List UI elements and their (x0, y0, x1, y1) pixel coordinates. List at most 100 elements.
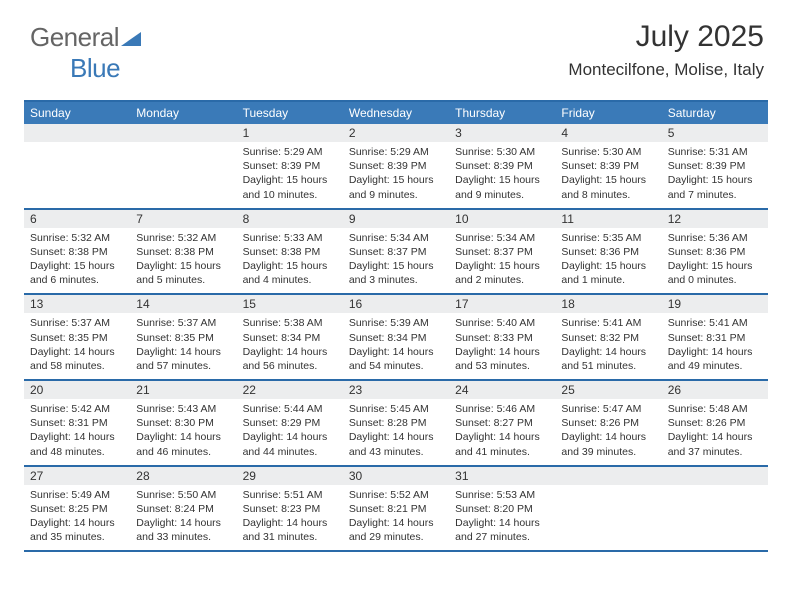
day-number: 10 (449, 210, 555, 228)
day-details: Sunrise: 5:44 AM Sunset: 8:29 PM Daylight:… (237, 399, 343, 465)
day-number: 8 (237, 210, 343, 228)
daylight-line: Daylight: 14 hours and 58 minutes. (30, 346, 115, 372)
day-cell: 25Sunrise: 5:47 AMSunset: 8:26 PMDayligh… (555, 381, 661, 465)
day-details: Sunrise: 5:31 AMSunset: 8:39 PMDaylight:… (662, 142, 768, 208)
day-details: Sunrise: 5:36 AMSunset: 8:36 PMDaylight:… (662, 228, 768, 294)
sunset-line: Sunset: 8:36 PM (668, 246, 746, 258)
daylight-line: Daylight: 14 hours and 44 minutes. (243, 431, 328, 457)
day-details: Sunrise: 5:46 AMSunset: 8:27 PMDaylight:… (449, 399, 555, 465)
sunset-line: Sunset: 8:34 PM (243, 332, 321, 344)
sunset-line: Sunset: 8:39 PM (561, 160, 639, 172)
day-number: 14 (130, 295, 236, 313)
day-cell: 12Sunrise: 5:36 AMSunset: 8:36 PMDayligh… (662, 210, 768, 294)
day-details: Sunrise: 5:37 AMSunset: 8:35 PMDaylight:… (130, 313, 236, 379)
day-header-row: SundayMondayTuesdayWednesdayThursdayFrid… (24, 102, 768, 124)
sunset-line: Sunset: 8:29 PM (243, 417, 321, 429)
day-number: 7 (130, 210, 236, 228)
day-header: Monday (130, 102, 236, 124)
day-details: Sunrise: 5:29 AMSunset: 8:39 PMDaylight:… (343, 142, 449, 208)
sunrise-line: Sunrise: 5:30 AM (455, 146, 535, 158)
sunrise-line: Sunrise: 5:49 AM (30, 489, 110, 501)
sunset-line: Sunset: 8:38 PM (30, 246, 108, 258)
day-details: Sunrise: 5:45 AMSunset: 8:28 PMDaylight:… (343, 399, 449, 465)
day-cell: 9Sunrise: 5:34 AMSunset: 8:37 PMDaylight… (343, 210, 449, 294)
day-number: 30 (343, 467, 449, 485)
week-row: 6 Sunrise: 5:32 AM Sunset: 8:38 PM Daylight… (24, 210, 768, 296)
day-cell: 16Sunrise: 5:39 AMSunset: 8:34 PMDayligh… (343, 295, 449, 379)
day-number: 6 (24, 210, 130, 228)
day-header: Wednesday (343, 102, 449, 124)
day-details: Sunrise: 5:43 AMSunset: 8:30 PMDaylight:… (130, 399, 236, 465)
day-cell: 29Sunrise: 5:51 AMSunset: 8:23 PMDayligh… (237, 467, 343, 551)
day-number: 4 (555, 124, 661, 142)
sunrise-line: Sunrise: 5:46 AM (455, 403, 535, 415)
calendar: SundayMondayTuesdayWednesdayThursdayFrid… (24, 100, 768, 552)
day-details (130, 142, 236, 200)
day-details: Sunrise: 5:42 AMSunset: 8:31 PMDaylight:… (24, 399, 130, 465)
day-details: Sunrise: 5:53 AMSunset: 8:20 PMDaylight:… (449, 485, 555, 551)
sunset-line: Sunset: 8:20 PM (455, 503, 533, 515)
day-number: 2 (343, 124, 449, 142)
day-cell: 26Sunrise: 5:48 AMSunset: 8:26 PMDayligh… (662, 381, 768, 465)
day-header: Tuesday (237, 102, 343, 124)
day-details: Sunrise: 5:37 AMSunset: 8:35 PMDaylight:… (24, 313, 130, 379)
sunset-line: Sunset: 8:26 PM (561, 417, 639, 429)
daylight-line: Daylight: 14 hours and 56 minutes. (243, 346, 328, 372)
logo-triangle-icon (121, 22, 141, 53)
sunset-line: Sunset: 8:21 PM (349, 503, 427, 515)
sunrise-line: Sunrise: 5:31 AM (668, 146, 748, 158)
day-number: 5 (662, 124, 768, 142)
day-number: 24 (449, 381, 555, 399)
sunrise-line: Sunrise: 5:35 AM (561, 232, 641, 244)
sunrise-line: Sunrise: 5:34 AM (349, 232, 429, 244)
sunrise-line: Sunrise: 5:47 AM (561, 403, 641, 415)
day-header: Sunday (24, 102, 130, 124)
sunset-line: Sunset: 8:39 PM (349, 160, 427, 172)
sunset-line: Sunset: 8:23 PM (243, 503, 321, 515)
day-details: Sunrise: 5:40 AMSunset: 8:33 PMDaylight:… (449, 313, 555, 379)
daylight-line: Daylight: 14 hours and 57 minutes. (136, 346, 221, 372)
daylight-line: Daylight: 15 hours and 0 minutes. (668, 260, 753, 286)
day-header: Saturday (662, 102, 768, 124)
sunset-line: Sunset: 8:35 PM (136, 332, 214, 344)
daylight-line: Daylight: 14 hours and 43 minutes. (349, 431, 434, 457)
sunset-line: Sunset: 8:36 PM (561, 246, 639, 258)
daylight-line: Daylight: 14 hours and 53 minutes. (455, 346, 540, 372)
day-cell: 30Sunrise: 5:52 AMSunset: 8:21 PMDayligh… (343, 467, 449, 551)
daylight-line: Daylight: 14 hours and 33 minutes. (136, 517, 221, 543)
sunset-line: Sunset: 8:38 PM (136, 246, 214, 258)
day-number: 15 (237, 295, 343, 313)
sunrise-line: Sunrise: 5:53 AM (455, 489, 535, 501)
day-cell: 20Sunrise: 5:42 AMSunset: 8:31 PMDayligh… (24, 381, 130, 465)
day-cell: 31Sunrise: 5:53 AMSunset: 8:20 PMDayligh… (449, 467, 555, 551)
sunrise-line: Sunrise: 5:48 AM (668, 403, 748, 415)
daylight-line: Daylight: 15 hours and 3 minutes. (349, 260, 434, 286)
day-details: Sunrise: 5:49 AMSunset: 8:25 PMDaylight:… (24, 485, 130, 551)
sunrise-line: Sunrise: 5:32 AM (136, 232, 216, 244)
daylight-line: Daylight: 15 hours and 10 minutes. (243, 174, 328, 200)
daylight-line: Daylight: 14 hours and 48 minutes. (30, 431, 115, 457)
week-row: 20Sunrise: 5:42 AMSunset: 8:31 PMDayligh… (24, 381, 768, 467)
day-cell (24, 124, 130, 208)
day-cell (555, 467, 661, 551)
sunset-line: Sunset: 8:31 PM (668, 332, 746, 344)
day-number: 22 (237, 381, 343, 399)
day-number: 3 (449, 124, 555, 142)
day-cell (662, 467, 768, 551)
day-number: 12 (662, 210, 768, 228)
sunset-line: Sunset: 8:39 PM (455, 160, 533, 172)
daylight-line: Daylight: 14 hours and 41 minutes. (455, 431, 540, 457)
daylight-line: Daylight: 15 hours and 4 minutes. (243, 260, 328, 286)
sunrise-line: Sunrise: 5:32 AM (30, 232, 110, 244)
sunrise-line: Sunrise: 5:44 AM (243, 403, 323, 415)
sunrise-line: Sunrise: 5:39 AM (349, 317, 429, 329)
day-cell: 4Sunrise: 5:30 AMSunset: 8:39 PMDaylight… (555, 124, 661, 208)
week-row: 27Sunrise: 5:49 AMSunset: 8:25 PMDayligh… (24, 467, 768, 553)
sunset-line: Sunset: 8:39 PM (668, 160, 746, 172)
daylight-line: Daylight: 14 hours and 54 minutes. (349, 346, 434, 372)
daylight-line: Daylight: 14 hours and 31 minutes. (243, 517, 328, 543)
day-cell: 18Sunrise: 5:41 AMSunset: 8:32 PMDayligh… (555, 295, 661, 379)
sunset-line: Sunset: 8:31 PM (30, 417, 108, 429)
sunset-line: Sunset: 8:35 PM (30, 332, 108, 344)
day-details: Sunrise: 5:32 AMSunset: 8:38 PMDaylight:… (24, 228, 130, 294)
